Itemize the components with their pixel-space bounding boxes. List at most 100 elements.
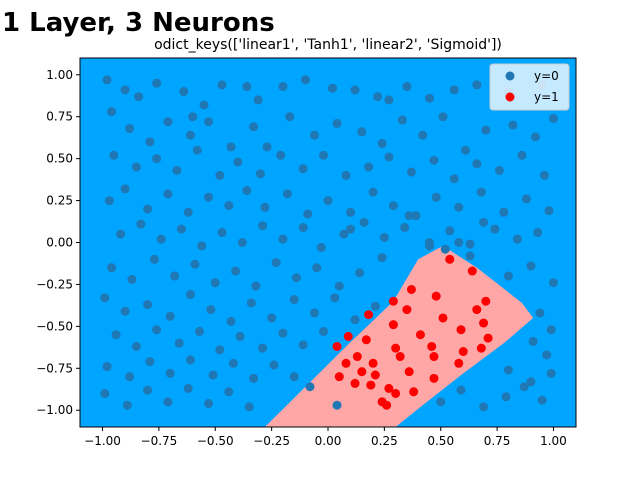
point-series0-144 xyxy=(215,345,224,354)
y-tick-label: 0.75 xyxy=(46,110,73,124)
point-series0-10 xyxy=(301,75,310,84)
legend: y=0 y=1 xyxy=(490,64,569,110)
x-tick-label: −1.00 xyxy=(84,434,121,448)
point-series0-150 xyxy=(529,337,538,346)
point-series0-65 xyxy=(143,204,152,213)
y-tick-label: 0.00 xyxy=(46,236,73,250)
point-series0-73 xyxy=(303,209,312,218)
point-series0-60 xyxy=(495,166,504,175)
point-series0-94 xyxy=(299,223,308,232)
point-series1-36 xyxy=(454,359,463,368)
point-series0-33 xyxy=(378,139,387,148)
point-series0-151 xyxy=(542,350,551,359)
point-series0-11 xyxy=(328,84,337,93)
point-series0-155 xyxy=(166,369,175,378)
point-series0-51 xyxy=(299,164,308,173)
point-series1-10 xyxy=(479,319,488,328)
point-series0-0 xyxy=(103,75,112,84)
point-series0-170 xyxy=(204,399,213,408)
point-series0-161 xyxy=(290,372,299,381)
point-series0-25 xyxy=(204,117,213,126)
point-series0-55 xyxy=(384,152,393,161)
point-series0-22 xyxy=(145,137,154,146)
point-series0-109 xyxy=(170,272,179,281)
point-series0-152 xyxy=(103,362,112,371)
point-series0-139 xyxy=(112,330,121,339)
point-series0-38 xyxy=(481,126,490,135)
point-series0-130 xyxy=(247,298,256,307)
point-series0-92 xyxy=(258,221,267,230)
point-series1-18 xyxy=(484,334,493,343)
point-series0-110 xyxy=(190,260,199,269)
point-series0-37 xyxy=(461,146,470,155)
chart-title: odict_keys(['linear1', 'Tanh1', 'linear2… xyxy=(154,37,502,53)
point-series0-185 xyxy=(479,218,488,227)
point-series1-2 xyxy=(407,285,416,294)
point-series0-59 xyxy=(472,159,481,168)
point-series0-158 xyxy=(229,359,238,368)
y-tick-label: 0.25 xyxy=(46,194,73,208)
point-series0-15 xyxy=(425,94,434,103)
point-series1-28 xyxy=(366,381,375,390)
point-series0-40 xyxy=(531,132,540,141)
point-series0-27 xyxy=(249,122,258,131)
point-series0-85 xyxy=(116,230,125,239)
point-series0-3 xyxy=(152,79,161,88)
point-series0-6 xyxy=(218,80,227,89)
point-series1-0 xyxy=(445,255,454,264)
point-series0-183 xyxy=(441,245,450,254)
point-series0-177 xyxy=(479,402,488,411)
point-series0-20 xyxy=(107,107,116,116)
point-series0-164 xyxy=(547,369,556,378)
y-tick-label: −0.50 xyxy=(36,319,73,333)
point-series1-24 xyxy=(342,359,351,368)
point-series0-34 xyxy=(398,116,407,125)
point-series0-106 xyxy=(107,263,116,272)
point-series0-153 xyxy=(125,372,134,381)
point-series0-8 xyxy=(254,95,263,104)
point-series0-80 xyxy=(454,203,463,212)
y-axis: 1.00 0.75 0.50 0.25 0.00 −0.25 −0.50 −0.75 −1.00 xyxy=(36,68,80,417)
x-axis: −1.00 −0.75 −0.50 −0.25 0.00 0.25 0.50 0.75 1.00 xyxy=(84,427,567,448)
point-series0-49 xyxy=(256,169,265,178)
x-tick-label: −0.75 xyxy=(141,434,178,448)
point-series0-165 xyxy=(100,389,109,398)
point-series0-149 xyxy=(319,327,328,336)
point-series1-9 xyxy=(457,325,466,334)
legend-marker-y0 xyxy=(506,72,515,81)
legend-marker-y1 xyxy=(506,93,515,102)
point-series1-26 xyxy=(371,371,380,380)
point-series0-16 xyxy=(450,85,459,94)
point-series0-31 xyxy=(333,119,342,128)
point-series0-156 xyxy=(186,355,195,364)
point-series0-54 xyxy=(364,163,373,172)
point-series0-160 xyxy=(269,360,278,369)
point-series1-3 xyxy=(432,292,441,301)
point-series0-62 xyxy=(540,171,549,180)
point-series0-101 xyxy=(445,226,454,235)
point-series0-128 xyxy=(206,305,215,314)
point-series0-167 xyxy=(143,386,152,395)
point-series0-118 xyxy=(355,268,364,277)
point-series0-13 xyxy=(373,92,382,101)
point-series0-104 xyxy=(513,235,522,244)
point-series0-66 xyxy=(163,189,172,198)
point-series0-75 xyxy=(346,208,355,217)
point-series0-148 xyxy=(299,340,308,349)
point-series0-87 xyxy=(157,235,166,244)
point-series0-107 xyxy=(127,275,136,284)
point-series0-46 xyxy=(193,146,202,155)
point-series0-58 xyxy=(450,174,459,183)
point-series0-93 xyxy=(278,235,287,244)
point-series0-171 xyxy=(224,387,233,396)
point-series0-4 xyxy=(179,87,188,96)
point-series0-137 xyxy=(535,308,544,317)
point-series1-5 xyxy=(481,297,490,306)
point-series0-187 xyxy=(346,225,355,234)
x-tick-label: 1.00 xyxy=(540,434,567,448)
point-series0-9 xyxy=(278,82,287,91)
point-series0-57 xyxy=(429,156,438,165)
point-series1-11 xyxy=(389,320,398,329)
point-series1-12 xyxy=(362,335,371,344)
